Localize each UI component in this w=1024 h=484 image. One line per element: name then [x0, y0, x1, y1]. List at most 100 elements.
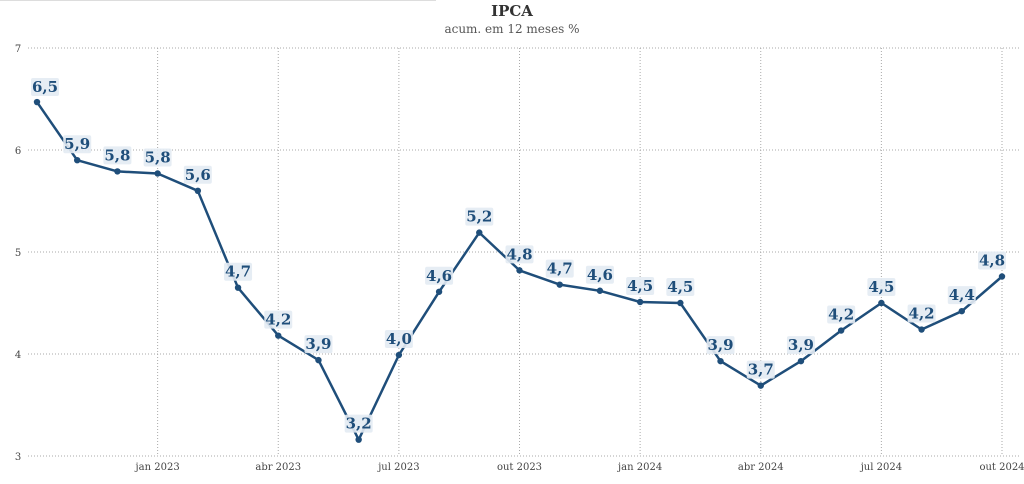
data-point — [74, 157, 81, 164]
data-point — [33, 98, 41, 106]
data-label: 5,2 — [465, 207, 494, 226]
data-label: 4,8 — [978, 251, 1006, 269]
data-label: 5,8 — [103, 146, 132, 165]
data-label-bg — [143, 148, 172, 167]
data-label: 5,6 — [183, 165, 212, 184]
data-label-bg — [545, 259, 574, 278]
x-tick-label: out 2024 — [979, 462, 1024, 473]
data-label: 4,2 — [907, 304, 936, 323]
data-label: 3,2 — [344, 414, 373, 433]
data-label-bg — [304, 335, 333, 354]
data-label-bg — [505, 245, 534, 264]
data-label-bg — [465, 207, 494, 226]
data-point — [395, 351, 403, 359]
data-label: 5,8 — [143, 148, 172, 167]
data-label-bg — [585, 265, 614, 284]
data-label-bg — [183, 165, 212, 184]
data-label: 4,4 — [947, 286, 976, 305]
data-label-text: 5,2 — [466, 208, 492, 226]
x-tick-label: jan 2023 — [135, 462, 180, 473]
data-label: 4,5 — [867, 278, 896, 296]
data-label: 5,9 — [63, 135, 92, 154]
data-label: 3,9 — [304, 335, 333, 354]
data-label: 4,5 — [666, 278, 695, 296]
chart-subtitle: acum. em 12 meses % — [444, 22, 580, 36]
data-label: 4,2 — [264, 310, 293, 329]
data-label-bg — [344, 414, 373, 433]
y-tick-label: 7 — [15, 44, 21, 55]
data-point — [717, 357, 724, 365]
data-point — [797, 357, 805, 365]
x-axis-ticks: jan 2023 abr 2023 jul 2023 out 2023 jan 2024… — [135, 462, 1024, 473]
y-tick-label: 4 — [15, 350, 21, 361]
data-label: 4,8 — [505, 245, 534, 264]
data-label: 4,7 — [545, 259, 574, 278]
data-labels: 6,55,95,8 5,85,64,74,23,93,24,04,65,24,84… — [31, 78, 1006, 433]
data-label: 3,9 — [706, 336, 735, 355]
data-label-bg — [746, 360, 775, 379]
data-label-text: 4,7 — [547, 260, 573, 278]
data-label-text: 4,5 — [667, 278, 693, 296]
data-label-bg — [626, 276, 655, 295]
top-rule — [0, 0, 436, 1]
data-point — [315, 356, 322, 364]
data-points — [33, 98, 1006, 443]
data-label-bg — [786, 336, 815, 355]
data-point — [556, 281, 563, 288]
data-point — [194, 187, 202, 194]
data-point — [677, 299, 684, 307]
x-tick-label: jul 2024 — [860, 462, 902, 473]
data-label-bg — [103, 146, 132, 165]
data-point — [435, 288, 443, 295]
data-label-bg — [978, 251, 1006, 270]
data-point — [757, 382, 764, 389]
data-label-bg — [384, 330, 413, 349]
data-point — [636, 298, 644, 306]
data-label-bg — [867, 278, 896, 296]
data-point — [154, 170, 161, 177]
data-point — [476, 229, 483, 236]
y-tick-label: 5 — [15, 248, 21, 259]
data-label-text: 4,2 — [909, 305, 935, 323]
data-point — [998, 273, 1006, 280]
data-label: 6,5 — [31, 78, 59, 97]
x-tick-label: jul 2023 — [377, 462, 419, 473]
data-label: 4,6 — [425, 266, 454, 285]
x-tick-label: abr 2023 — [255, 462, 301, 473]
data-label-text: 3,9 — [788, 336, 814, 354]
data-label-bg — [827, 305, 856, 324]
data-label-bg — [63, 135, 92, 154]
data-point — [516, 267, 523, 274]
data-label: 4,0 — [384, 330, 413, 349]
data-label-text: 4,5 — [868, 278, 894, 296]
data-point — [355, 436, 362, 443]
data-label-bg — [907, 304, 936, 323]
data-label: 3,7 — [746, 360, 775, 379]
data-label-text: 4,2 — [828, 306, 854, 324]
data-label-text: 3,9 — [305, 335, 331, 353]
data-label-bg — [947, 286, 976, 305]
data-label-text: 4,7 — [225, 263, 251, 281]
chart-title: IPCA — [491, 2, 533, 20]
data-label-text: 4,0 — [386, 330, 412, 348]
data-point — [114, 168, 121, 175]
data-label-text: 4,4 — [949, 286, 975, 304]
y-tick-label: 6 — [15, 146, 21, 157]
x-tick-label: out 2023 — [497, 462, 542, 473]
data-label-text: 5,8 — [104, 146, 130, 164]
data-label-bg — [224, 262, 253, 281]
data-label: 4,5 — [626, 276, 655, 295]
x-tick-label: jan 2024 — [617, 462, 662, 473]
data-label-bg — [31, 78, 59, 97]
data-label-bg — [706, 336, 735, 355]
data-label-bg — [666, 278, 695, 296]
data-point — [275, 332, 282, 339]
data-point — [878, 299, 885, 307]
data-label-text: 3,2 — [346, 415, 372, 433]
data-label-text: 5,6 — [185, 166, 211, 184]
data-label-text: 4,6 — [587, 266, 613, 284]
x-tick-label: abr 2024 — [738, 462, 784, 473]
data-label: 4,6 — [585, 265, 614, 284]
data-point — [958, 307, 965, 315]
data-point — [234, 284, 242, 291]
